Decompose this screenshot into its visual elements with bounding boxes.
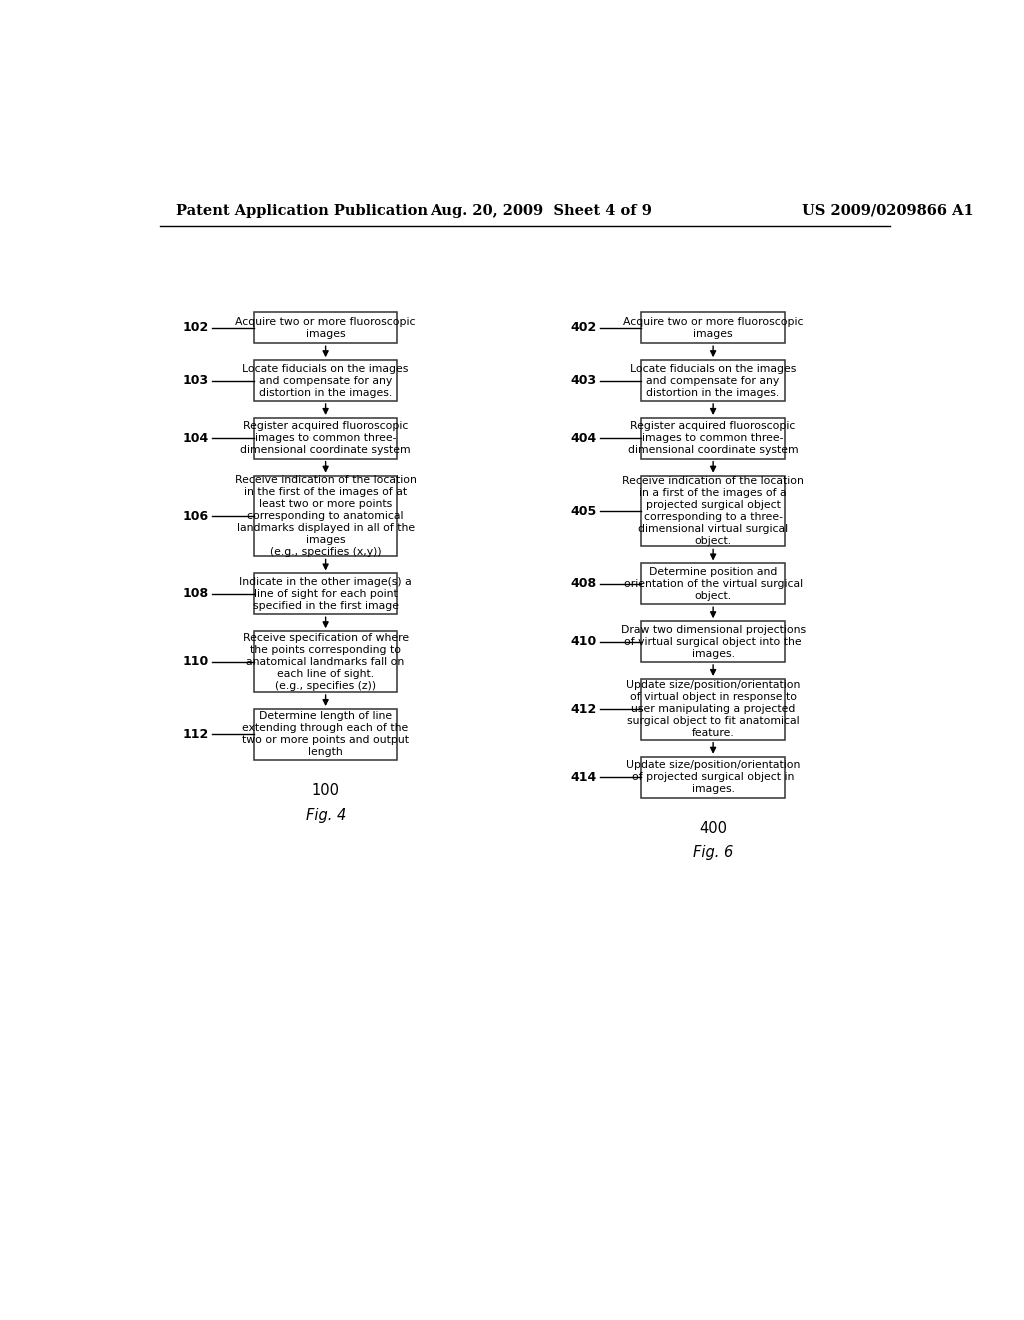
FancyBboxPatch shape [254, 475, 397, 557]
Text: 405: 405 [570, 504, 597, 517]
FancyBboxPatch shape [254, 418, 397, 459]
Text: 102: 102 [182, 321, 209, 334]
Text: Patent Application Publication: Patent Application Publication [176, 203, 428, 218]
Text: Register acquired fluoroscopic
images to common three-
dimensional coordinate sy: Register acquired fluoroscopic images to… [628, 421, 799, 455]
Text: 100: 100 [311, 783, 340, 799]
Text: 410: 410 [570, 635, 597, 648]
Text: 408: 408 [570, 577, 597, 590]
FancyBboxPatch shape [254, 631, 397, 692]
Text: Aug. 20, 2009  Sheet 4 of 9: Aug. 20, 2009 Sheet 4 of 9 [430, 203, 652, 218]
FancyBboxPatch shape [641, 475, 784, 546]
FancyBboxPatch shape [641, 313, 784, 343]
Text: Draw two dimensional projections
of virtual surgical object into the
images.: Draw two dimensional projections of virt… [621, 624, 806, 659]
FancyBboxPatch shape [641, 360, 784, 401]
FancyBboxPatch shape [641, 418, 784, 459]
Text: Receive indication of the location
in a first of the images of a
projected surgi: Receive indication of the location in a … [623, 477, 804, 546]
Text: 104: 104 [182, 432, 209, 445]
Text: 112: 112 [182, 727, 209, 741]
FancyBboxPatch shape [254, 709, 397, 760]
Text: 404: 404 [570, 432, 597, 445]
FancyBboxPatch shape [254, 573, 397, 614]
Text: Receive indication of the location
in the first of the images of at
least two or: Receive indication of the location in th… [234, 475, 417, 557]
Text: Locate fiducials on the images
and compensate for any
distortion in the images.: Locate fiducials on the images and compe… [630, 363, 797, 397]
FancyBboxPatch shape [641, 756, 784, 797]
FancyBboxPatch shape [641, 678, 784, 739]
Text: Indicate in the other image(s) a
line of sight for each point
specified in the f: Indicate in the other image(s) a line of… [240, 577, 412, 611]
Text: 103: 103 [183, 374, 209, 387]
FancyBboxPatch shape [641, 622, 784, 663]
Text: Determine position and
orientation of the virtual surgical
object.: Determine position and orientation of th… [624, 566, 803, 601]
Text: Register acquired fluoroscopic
images to common three-
dimensional coordinate sy: Register acquired fluoroscopic images to… [241, 421, 411, 455]
Text: US 2009/0209866 A1: US 2009/0209866 A1 [802, 203, 974, 218]
Text: Update size/position/orientation
of virtual object in response to
user manipulat: Update size/position/orientation of virt… [626, 680, 801, 738]
Text: Acquire two or more fluoroscopic
images: Acquire two or more fluoroscopic images [623, 317, 804, 339]
FancyBboxPatch shape [641, 564, 784, 605]
Text: Acquire two or more fluoroscopic
images: Acquire two or more fluoroscopic images [236, 317, 416, 339]
Text: 414: 414 [570, 771, 597, 784]
Text: Receive specification of where
the points corresponding to
anatomical landmarks : Receive specification of where the point… [243, 632, 409, 690]
Text: 400: 400 [699, 821, 727, 836]
Text: 412: 412 [570, 702, 597, 715]
Text: Determine length of line
extending through each of the
two or more points and ou: Determine length of line extending throu… [242, 711, 410, 758]
Text: Fig. 4: Fig. 4 [305, 808, 346, 822]
FancyBboxPatch shape [254, 360, 397, 401]
Text: 106: 106 [183, 510, 209, 523]
Text: Locate fiducials on the images
and compensate for any
distortion in the images.: Locate fiducials on the images and compe… [243, 363, 409, 397]
Text: Fig. 6: Fig. 6 [693, 845, 733, 861]
Text: 402: 402 [570, 321, 597, 334]
Text: 110: 110 [182, 655, 209, 668]
Text: 108: 108 [183, 587, 209, 601]
Text: 403: 403 [570, 374, 597, 387]
Text: Update size/position/orientation
of projected surgical object in
images.: Update size/position/orientation of proj… [626, 760, 801, 795]
FancyBboxPatch shape [254, 313, 397, 343]
